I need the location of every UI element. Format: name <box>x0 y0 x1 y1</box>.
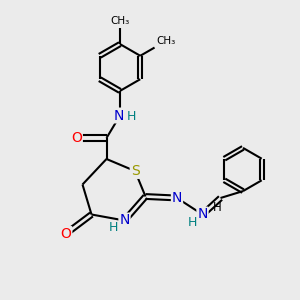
Text: N: N <box>119 214 130 227</box>
Text: H: H <box>213 201 222 214</box>
Text: CH₃: CH₃ <box>110 16 130 26</box>
Text: O: O <box>61 227 71 241</box>
Text: H: H <box>187 216 197 230</box>
Text: H: H <box>127 110 136 124</box>
Text: N: N <box>197 208 208 221</box>
Text: N: N <box>113 109 124 122</box>
Text: S: S <box>130 164 140 178</box>
Text: N: N <box>172 191 182 205</box>
Text: O: O <box>71 131 82 145</box>
Text: H: H <box>108 220 118 234</box>
Text: CH₃: CH₃ <box>156 36 175 46</box>
